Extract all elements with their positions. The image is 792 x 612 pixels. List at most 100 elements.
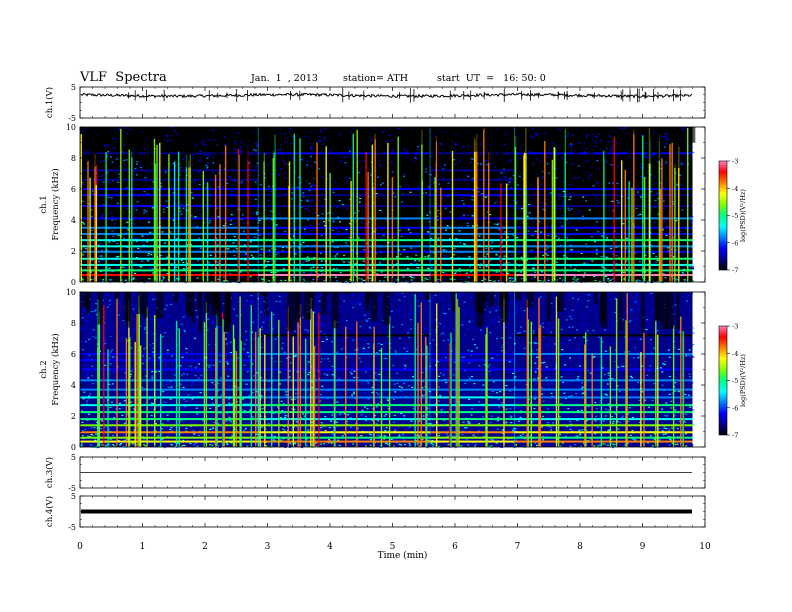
psd-cell	[115, 189, 118, 192]
psd-cell	[147, 305, 150, 307]
psd-cell	[491, 320, 494, 322]
psd-cell	[141, 241, 144, 243]
psd-cell	[318, 278, 321, 280]
psd-cell	[535, 134, 538, 136]
psd-cell	[97, 260, 100, 262]
psd-band	[430, 257, 515, 260]
psd-cell	[202, 154, 205, 156]
psd-cell	[676, 436, 679, 438]
psd-cell	[295, 237, 297, 239]
psd-cell	[558, 193, 560, 195]
psd-cell	[222, 186, 224, 188]
psd-cell	[199, 413, 202, 415]
psd-dark-patch	[505, 127, 513, 152]
psd-cell	[666, 139, 669, 141]
psd-cell	[321, 210, 324, 212]
psd-cell	[678, 374, 681, 376]
psd-cell	[216, 197, 219, 199]
psd-cell	[240, 141, 243, 143]
psd-cell	[626, 236, 629, 238]
psd-cell	[137, 228, 140, 230]
psd-cell	[196, 414, 199, 416]
psd-cell	[441, 197, 444, 200]
psd-cell	[547, 344, 550, 346]
psd-cell	[267, 422, 270, 424]
psd-cell	[92, 193, 95, 195]
psd-cell	[392, 398, 395, 400]
psd-cell	[357, 237, 360, 239]
psd-band	[258, 226, 430, 229]
psd-cell	[344, 162, 347, 164]
psd-cell	[239, 149, 242, 151]
psd-cell	[306, 199, 309, 201]
psd-cell	[359, 197, 362, 200]
psd-sferic	[131, 151, 133, 282]
psd-cell	[555, 167, 558, 170]
psd-cell	[586, 420, 589, 422]
psd-cell	[503, 255, 506, 257]
psd-cell	[382, 259, 385, 261]
psd-cell	[338, 378, 341, 380]
psd-cell	[206, 162, 209, 164]
psd-cell	[600, 255, 603, 258]
psd-cell	[294, 145, 297, 147]
psd-cell	[261, 435, 264, 438]
psd-cell	[92, 276, 95, 278]
psd-sferic	[500, 183, 502, 282]
psd-cell	[120, 443, 122, 445]
psd-cell	[92, 278, 95, 280]
psd-sferic	[621, 160, 623, 282]
psd-cell	[81, 222, 84, 224]
psd-cell	[410, 319, 412, 321]
psd-cell	[418, 243, 421, 245]
psd-sferic	[483, 128, 485, 282]
psd-cell	[283, 425, 286, 427]
psd-cell	[450, 140, 453, 142]
psd-cell	[235, 315, 238, 317]
psd-cell	[285, 163, 287, 165]
psd-cell	[621, 268, 624, 270]
psd-cell	[594, 141, 597, 143]
psd-cell	[340, 297, 343, 299]
psd-cell	[150, 254, 153, 256]
psd-cell	[644, 416, 647, 418]
psd-cell	[245, 422, 248, 424]
psd-cell	[623, 277, 626, 280]
ch1-spectrogram-ylabel: Frequency (kHz)	[50, 168, 61, 240]
psd-cell	[377, 420, 380, 422]
psd-cell	[580, 387, 583, 389]
psd-cell	[485, 164, 488, 166]
psd-cell	[410, 420, 413, 422]
psd-cell	[640, 135, 643, 137]
psd-cell	[338, 132, 341, 134]
psd-cell	[645, 416, 648, 418]
psd-cell	[109, 406, 112, 409]
psd-cell	[557, 128, 560, 130]
psd-cell	[463, 361, 466, 363]
psd-cell	[504, 265, 507, 267]
psd-cell	[489, 143, 492, 145]
psd-cell	[302, 271, 305, 274]
psd-cell	[682, 129, 685, 131]
psd-cell	[527, 213, 530, 215]
psd-cell	[123, 422, 126, 424]
psd-cell	[681, 272, 684, 274]
psd-cell	[637, 381, 639, 384]
psd-cell	[461, 430, 464, 432]
psd-cell	[503, 197, 506, 199]
colorbar-tick-label: -7	[732, 267, 738, 275]
psd-cell	[326, 398, 329, 400]
psd-cell	[293, 398, 296, 400]
psd-cell	[468, 256, 471, 258]
psd-cell	[454, 272, 457, 274]
psd-cell	[138, 248, 141, 251]
psd-cell	[86, 255, 89, 257]
psd-cell	[280, 279, 283, 282]
psd-cell	[445, 229, 448, 231]
psd-cell	[297, 176, 300, 178]
psd-cell	[144, 328, 146, 330]
psd-cell	[579, 343, 582, 345]
psd-cell	[658, 428, 661, 430]
psd-cell	[583, 316, 586, 318]
psd-cell	[249, 198, 252, 200]
